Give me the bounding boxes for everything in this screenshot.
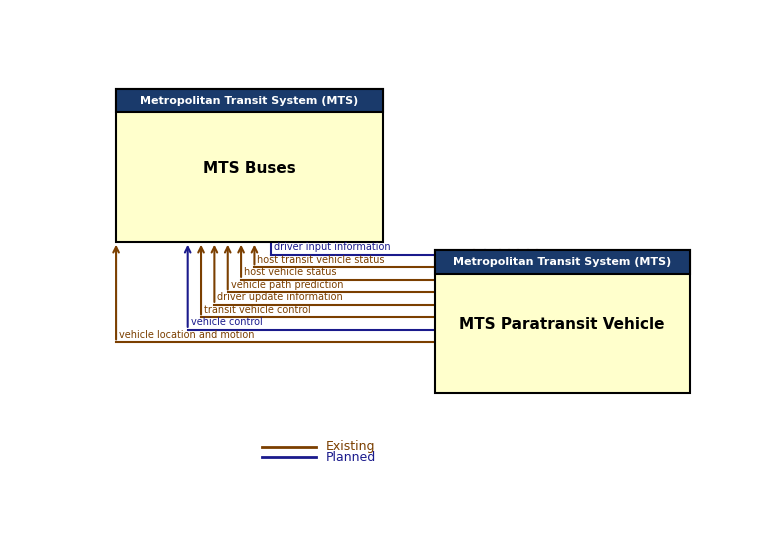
Text: Metropolitan Transit System (MTS): Metropolitan Transit System (MTS)	[453, 257, 671, 267]
Text: driver input information: driver input information	[274, 242, 391, 252]
Bar	[116, 88, 383, 242]
Text: vehicle control: vehicle control	[191, 317, 262, 327]
Text: MTS Buses: MTS Buses	[204, 161, 296, 176]
Bar	[435, 250, 690, 393]
Bar	[435, 250, 690, 274]
Text: host vehicle status: host vehicle status	[244, 267, 337, 277]
Text: Metropolitan Transit System (MTS): Metropolitan Transit System (MTS)	[140, 96, 359, 106]
Text: host transit vehicle status: host transit vehicle status	[258, 255, 385, 265]
Text: transit vehicle control: transit vehicle control	[204, 305, 311, 315]
Text: vehicle location and motion: vehicle location and motion	[119, 330, 254, 340]
Text: vehicle path prediction: vehicle path prediction	[231, 279, 343, 290]
Text: Existing: Existing	[326, 440, 375, 453]
Text: MTS Paratransit Vehicle: MTS Paratransit Vehicle	[460, 318, 665, 332]
Bar	[116, 88, 383, 113]
Text: driver update information: driver update information	[218, 292, 343, 302]
Text: Planned: Planned	[326, 451, 376, 464]
